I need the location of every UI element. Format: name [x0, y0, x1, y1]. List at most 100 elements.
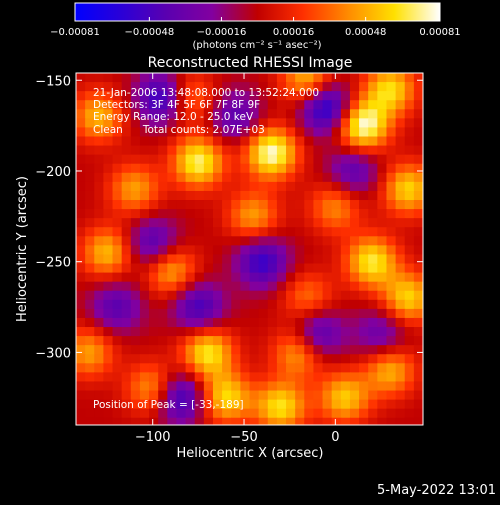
image-pixel	[94, 399, 104, 410]
image-pixel	[286, 118, 296, 129]
image-pixel	[185, 336, 196, 346]
image-pixel	[176, 290, 187, 301]
image-pixel	[349, 82, 360, 92]
image-pixel	[377, 317, 388, 328]
image-pixel	[258, 163, 269, 174]
image-pixel	[322, 399, 333, 410]
image-pixel	[295, 354, 305, 364]
image-pixel	[340, 327, 351, 337]
image-pixel	[112, 381, 123, 392]
image-pixel	[258, 290, 269, 301]
image-pixel	[395, 109, 406, 119]
image-pixel	[413, 308, 423, 319]
image-pixel	[423, 264, 433, 274]
image-pixel	[139, 354, 150, 364]
image-pixel	[103, 317, 114, 328]
image-pixel	[304, 272, 315, 283]
image-pixel	[85, 317, 95, 328]
image-pixel	[185, 372, 196, 383]
image-pixel	[377, 127, 388, 138]
image-pixel	[194, 272, 205, 283]
image-pixel	[349, 245, 360, 256]
image-pixel	[121, 118, 132, 129]
image-pixel	[349, 408, 360, 419]
image-pixel	[404, 145, 415, 156]
image-pixel	[103, 345, 114, 355]
image-pixel	[258, 82, 269, 92]
image-pixel	[103, 408, 114, 419]
image-pixel	[94, 327, 104, 337]
image-pixel	[130, 100, 141, 110]
image-pixel	[121, 417, 132, 425]
image-pixel	[286, 254, 296, 265]
image-pixel	[112, 236, 123, 246]
image-pixel	[349, 399, 360, 410]
image-pixel	[368, 299, 378, 310]
image-pixel	[286, 127, 296, 138]
image-pixel	[212, 245, 223, 256]
image-pixel	[349, 272, 360, 283]
image-pixel	[395, 82, 406, 92]
image-pixel	[158, 263, 168, 274]
image-pixel	[85, 336, 95, 346]
image-pixel	[276, 363, 287, 373]
image-pixel	[185, 100, 196, 110]
image-pixel	[85, 154, 95, 165]
image-pixel	[313, 245, 324, 256]
image-pixel	[240, 109, 251, 119]
image-pixel	[203, 308, 214, 319]
image-pixel	[112, 245, 123, 256]
image-pixel	[194, 363, 205, 373]
image-pixel	[240, 172, 251, 183]
image-pixel	[349, 372, 360, 383]
image-pixel	[258, 408, 269, 419]
image-pixel	[276, 181, 287, 192]
image-pixel	[267, 82, 278, 92]
image-pixel	[359, 390, 369, 401]
image-pixel	[304, 299, 315, 310]
image-pixel	[322, 145, 333, 156]
image-pixel	[349, 218, 360, 228]
image-pixel	[322, 245, 333, 256]
image-pixel	[121, 308, 132, 319]
image-pixel	[203, 100, 214, 110]
image-pixel	[313, 181, 324, 192]
image-pixel	[212, 136, 223, 147]
image-pixel	[112, 399, 123, 410]
image-pixel	[185, 227, 196, 237]
image-pixel	[176, 218, 187, 228]
image-pixel	[249, 245, 260, 256]
image-pixel	[121, 227, 132, 237]
image-pixel	[231, 381, 241, 392]
image-pixel	[413, 82, 423, 92]
image-pixel	[404, 408, 415, 419]
image-pixel	[85, 299, 95, 310]
image-pixel	[313, 427, 323, 437]
image-pixel	[130, 336, 141, 346]
image-pixel	[322, 327, 333, 337]
image-pixel	[167, 82, 178, 92]
image-pixel	[112, 127, 123, 138]
image-pixel	[249, 145, 260, 156]
image-pixel	[267, 308, 278, 319]
image-pixel	[94, 136, 104, 147]
image-pixel	[103, 372, 114, 383]
image-pixel	[267, 299, 278, 310]
image-pixel	[149, 390, 159, 401]
image-pixel	[331, 100, 342, 110]
image-pixel	[267, 91, 278, 101]
image-pixel	[258, 399, 269, 410]
image-pixel	[222, 127, 232, 138]
image-pixel	[322, 390, 333, 401]
image-pixel	[112, 354, 123, 364]
image-pixel	[276, 327, 287, 337]
image-pixel	[386, 372, 397, 383]
image-pixel	[203, 336, 214, 346]
image-pixel	[331, 236, 342, 246]
image-pixel	[121, 181, 132, 192]
image-pixel	[158, 354, 168, 364]
image-pixel	[313, 82, 324, 92]
image-pixel	[194, 100, 205, 110]
image-pixel	[112, 254, 123, 265]
image-pixel	[176, 427, 186, 437]
